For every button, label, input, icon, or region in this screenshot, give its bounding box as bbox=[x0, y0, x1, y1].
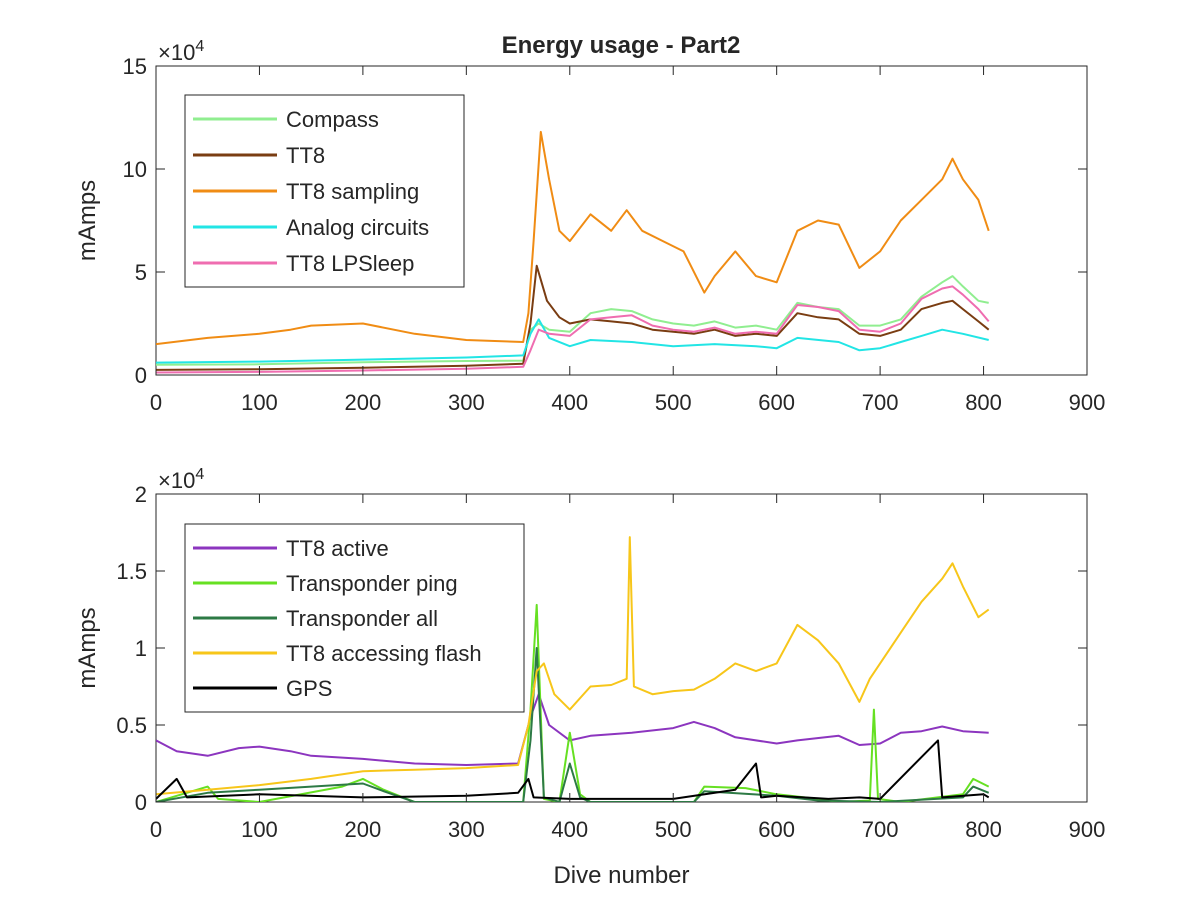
x-axis-label: Dive number bbox=[553, 862, 689, 889]
legend-label: Transponder all bbox=[286, 606, 438, 631]
x-tick-label: 700 bbox=[862, 390, 899, 415]
x-tick-label: 300 bbox=[448, 817, 485, 842]
series-line bbox=[156, 275, 989, 366]
y-tick-label: 5 bbox=[135, 260, 147, 285]
legend-label: TT8 bbox=[286, 143, 325, 168]
y-tick-label: 1 bbox=[135, 636, 147, 661]
x-tick-label: 800 bbox=[965, 390, 1002, 415]
top-panel: 0 100 200 300 400 500 600 700 800 900 0 5 10 15 ×104 mA… bbox=[74, 38, 1105, 415]
x-tick-label: 500 bbox=[655, 817, 692, 842]
y-tick-label: 15 bbox=[123, 54, 147, 79]
y-axis-label: mAmps bbox=[74, 180, 101, 261]
x-tick-label: 200 bbox=[345, 817, 382, 842]
x-tick-label: 800 bbox=[965, 817, 1002, 842]
x-tick-label: 0 bbox=[150, 817, 162, 842]
x-tick-label: 0 bbox=[150, 390, 162, 415]
x-tick-label: 100 bbox=[241, 817, 278, 842]
x-tick-label: 900 bbox=[1069, 390, 1106, 415]
series-line bbox=[156, 739, 990, 800]
y-tick-label: 10 bbox=[123, 157, 147, 182]
x-tick-label: 500 bbox=[655, 390, 692, 415]
series-lines bbox=[156, 536, 990, 802]
series-line bbox=[156, 693, 989, 766]
x-tick-label: 700 bbox=[862, 817, 899, 842]
legend: Compass TT8 TT8 sampling Analog circuits TT8… bbox=[184, 94, 465, 288]
x-tick-label: 400 bbox=[551, 817, 588, 842]
y-tick-label: 0 bbox=[135, 363, 147, 388]
series-line bbox=[156, 130, 990, 346]
x-tick-label: 600 bbox=[758, 390, 795, 415]
legend-label: TT8 LPSleep bbox=[286, 251, 414, 276]
x-tick-label: 400 bbox=[551, 390, 588, 415]
legend-label: Analog circuits bbox=[286, 215, 429, 240]
legend-label: TT8 active bbox=[286, 536, 389, 561]
x-tick-label: 100 bbox=[241, 390, 278, 415]
series-lines bbox=[156, 130, 990, 374]
series-line bbox=[156, 264, 990, 371]
y-axis-label: mAmps bbox=[74, 607, 101, 688]
y-exponent-label: ×104 bbox=[158, 466, 204, 493]
series-line bbox=[156, 647, 990, 802]
x-tick-label: 200 bbox=[345, 390, 382, 415]
bottom-panel: 0 100 200 300 400 500 600 700 800 900 0 0.5 1 1.5 2 ×10… bbox=[74, 466, 1105, 889]
x-tick-label: 300 bbox=[448, 390, 485, 415]
y-tick-label: 0.5 bbox=[116, 713, 147, 738]
legend-label: TT8 sampling bbox=[286, 179, 419, 204]
series-line bbox=[156, 285, 990, 374]
y-tick-label: 1.5 bbox=[116, 559, 147, 584]
legend-label: Transponder ping bbox=[286, 571, 458, 596]
series-line bbox=[156, 318, 989, 364]
chart-title: Energy usage - Part2 bbox=[502, 32, 741, 59]
legend-label: GPS bbox=[286, 676, 332, 701]
x-tick-label: 600 bbox=[758, 817, 795, 842]
y-tick-label: 0 bbox=[135, 790, 147, 815]
y-exponent-label: ×104 bbox=[158, 38, 204, 65]
legend: TT8 active Transponder ping Transponder al… bbox=[184, 523, 525, 713]
series-line bbox=[156, 536, 990, 796]
legend-label: TT8 accessing flash bbox=[286, 641, 482, 666]
x-tick-label: 900 bbox=[1069, 817, 1106, 842]
legend-label: Compass bbox=[286, 107, 379, 132]
y-tick-label: 2 bbox=[135, 482, 147, 507]
